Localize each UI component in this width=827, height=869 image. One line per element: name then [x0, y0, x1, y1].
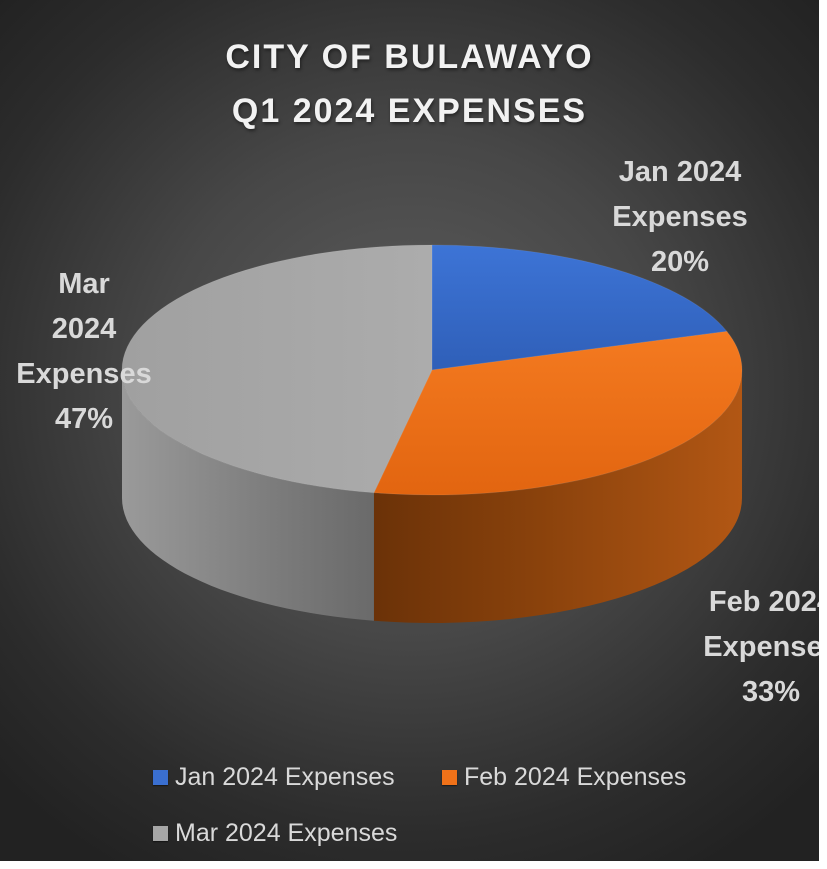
chart-title-line-2: Q1 2024 EXPENSES [231, 92, 588, 130]
pie-slice-feb [373, 330, 743, 496]
data-label-jan-percent: 20% [650, 246, 710, 278]
data-label-mar-percent: 47% [54, 403, 114, 435]
data-label-jan: Jan 2024 Expenses 20% [585, 150, 775, 285]
legend-swatch-mar [153, 826, 168, 841]
data-label-feb: Feb 2024 Expenses 33% [676, 580, 819, 715]
legend-swatch-jan [153, 770, 168, 785]
data-label-jan-line-1: Jan 2024 [618, 156, 742, 188]
legend-label-feb: Feb 2024 Expenses [464, 763, 687, 791]
data-label-mar-line-2: 2024 [51, 313, 117, 345]
data-label-jan-line-2: Expenses [612, 201, 748, 233]
legend-label-jan: Jan 2024 Expenses [175, 763, 395, 791]
pie-slice-mar [121, 244, 433, 494]
legend-item-mar: Mar 2024 Expenses [153, 819, 397, 848]
legend-label-mar: Mar 2024 Expenses [175, 819, 398, 847]
data-label-feb-line-2: Expenses [703, 631, 819, 663]
pie-slice-jan [431, 244, 728, 371]
legend-swatch-feb [442, 770, 457, 785]
data-label-feb-line-1: Feb 2024 [708, 586, 819, 618]
legend-item-jan: Jan 2024 Expenses [153, 763, 395, 792]
data-label-mar-line-3: Expenses [16, 358, 152, 390]
legend-item-feb: Feb 2024 Expenses [442, 763, 686, 792]
data-label-mar-line-1: Mar [58, 268, 110, 300]
pie-slice-side-feb [373, 370, 742, 624]
data-label-feb-percent: 33% [741, 676, 801, 708]
data-label-mar: Mar 2024 Expenses 47% [0, 262, 174, 442]
chart-title-line-1: CITY OF BULAWAYO [225, 38, 594, 76]
pie-slice-side-mar [121, 370, 374, 621]
